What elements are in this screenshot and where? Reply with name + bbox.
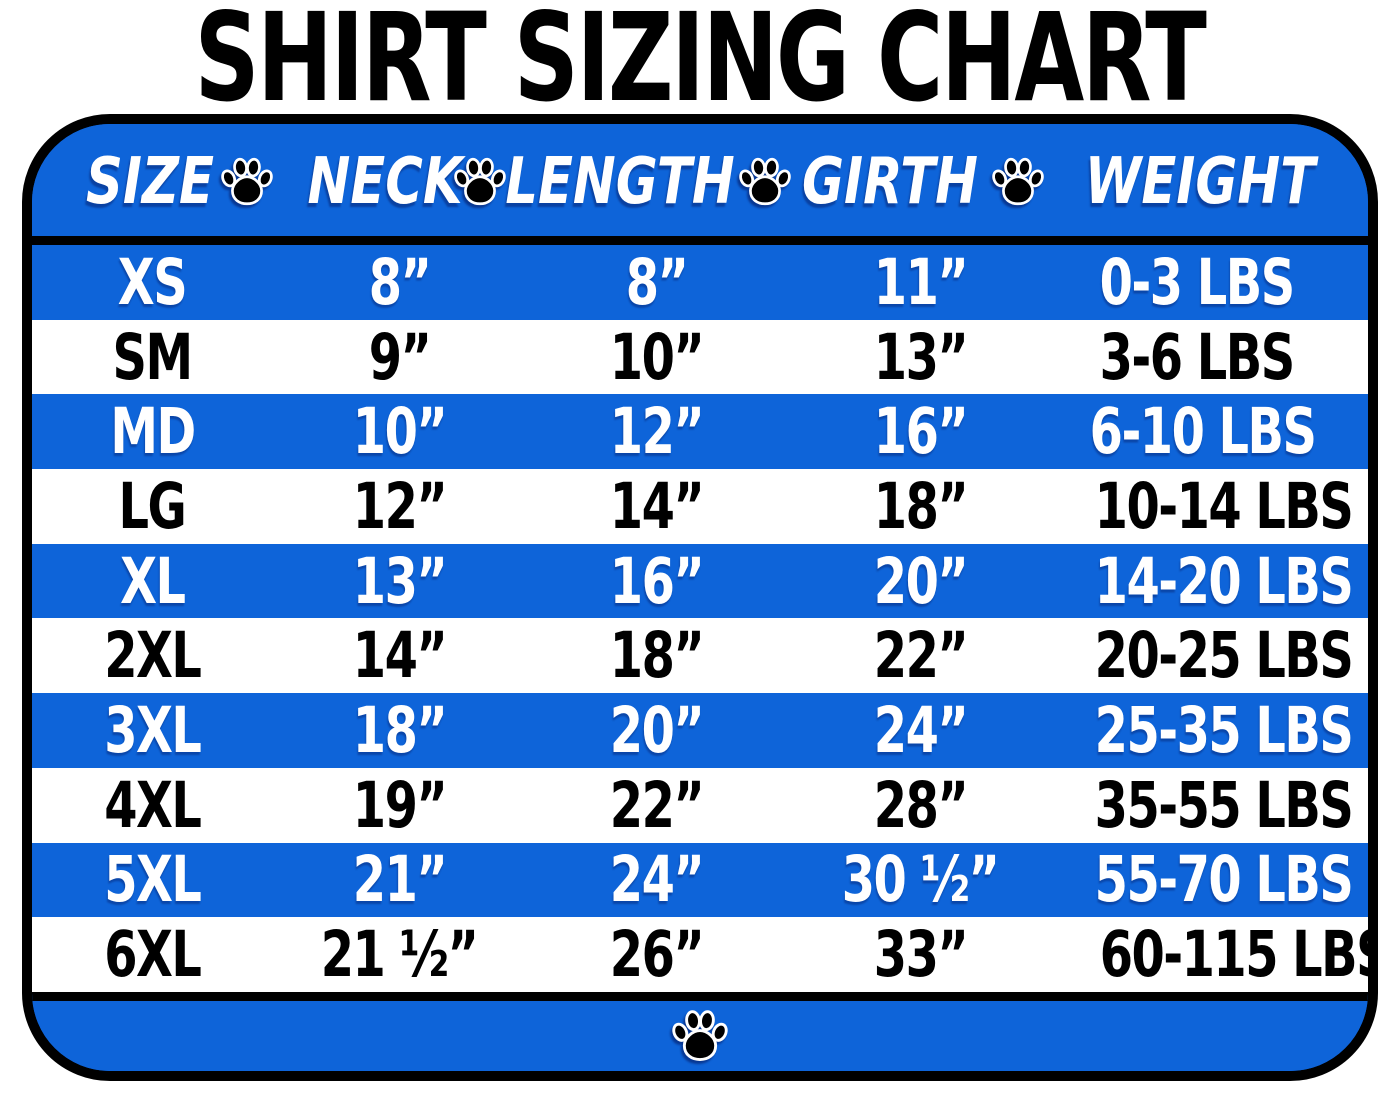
weight-cell: 35-55 LBS xyxy=(1094,768,1354,842)
size-cell: 6XL xyxy=(104,918,202,992)
neck-cell: 10” xyxy=(352,395,448,469)
size-cell: 5XL xyxy=(104,843,202,917)
neck-cell: 9” xyxy=(368,320,432,394)
table-row: MD 10” 12” 16” 6-10 LBS xyxy=(32,394,1368,470)
weight-cell: 55-70 LBS xyxy=(1094,843,1354,917)
paw-icon xyxy=(671,1001,729,1067)
weight-cell: 6-10 LBS xyxy=(1089,395,1317,469)
footer-divider-line xyxy=(32,991,1368,1001)
paw-icon xyxy=(220,151,274,209)
neck-cell: 14” xyxy=(352,619,448,693)
table-row: 5XL 21” 24” 30 ½” 55-70 LBS xyxy=(32,842,1368,918)
page-title: SHIRT SIZING CHART xyxy=(0,0,1400,129)
weight-cell: 14-20 LBS xyxy=(1094,544,1354,618)
weight-cell: 60-115 LBS xyxy=(1099,918,1378,992)
table-row: 4XL 19” 22” 28” 35-55 LBS xyxy=(32,767,1368,843)
girth-cell: 24” xyxy=(873,693,969,767)
paw-icon xyxy=(991,151,1045,209)
weight-cell: 10-14 LBS xyxy=(1094,469,1354,543)
size-cell: 4XL xyxy=(104,768,202,842)
table-row: XL 13” 16” 20” 14-20 LBS xyxy=(32,543,1368,619)
girth-cell: 30 ½” xyxy=(842,843,1000,917)
column-header-girth: GIRTH xyxy=(801,145,978,220)
length-cell: 26” xyxy=(609,918,705,992)
size-cell: SM xyxy=(112,320,194,394)
table-row: 6XL 21 ½” 26” 33” 60-115 LBS xyxy=(32,917,1368,992)
column-header-size: SIZE xyxy=(85,145,214,220)
length-cell: 20” xyxy=(609,693,705,767)
weight-cell: 0-3 LBS xyxy=(1099,245,1296,319)
table-row: SM 9” 10” 13” 3-6 LBS xyxy=(32,319,1368,395)
size-cell: MD xyxy=(110,395,196,469)
size-cell: LG xyxy=(118,469,187,543)
neck-cell: 8” xyxy=(368,245,432,319)
length-cell: 18” xyxy=(609,619,705,693)
neck-cell: 12” xyxy=(352,469,448,543)
neck-cell: 18” xyxy=(352,693,448,767)
length-cell: 24” xyxy=(609,843,705,917)
table-row: LG 12” 14” 18” 10-14 LBS xyxy=(32,469,1368,544)
table-header-row: SIZE NECK LENGTH GIRTH WEIGHT xyxy=(32,124,1368,236)
length-cell: 14” xyxy=(609,469,705,543)
length-cell: 8” xyxy=(625,245,689,319)
size-cell: XL xyxy=(120,544,186,618)
length-cell: 16” xyxy=(609,544,705,618)
weight-cell: 20-25 LBS xyxy=(1094,619,1354,693)
neck-cell: 13” xyxy=(352,544,448,618)
neck-cell: 21 ½” xyxy=(321,918,479,992)
neck-cell: 19” xyxy=(352,768,448,842)
page-title-text: SHIRT SIZING CHART xyxy=(194,0,1207,129)
girth-cell: 16” xyxy=(873,395,969,469)
length-cell: 12” xyxy=(609,395,705,469)
girth-cell: 13” xyxy=(873,320,969,394)
paw-icon xyxy=(738,151,792,209)
column-header-weight: WEIGHT xyxy=(1084,145,1315,220)
table-row: 3XL 18” 20” 24” 25-35 LBS xyxy=(32,693,1368,768)
girth-cell: 20” xyxy=(873,544,969,618)
length-cell: 22” xyxy=(609,768,705,842)
girth-cell: 28” xyxy=(873,768,969,842)
neck-cell: 21” xyxy=(352,843,448,917)
header-divider-line xyxy=(32,236,1368,245)
size-cell: 2XL xyxy=(104,619,202,693)
table-row: 2XL 14” 18” 22” 20-25 LBS xyxy=(32,618,1368,694)
girth-cell: 33” xyxy=(873,918,969,992)
column-header-length: LENGTH xyxy=(505,145,735,220)
weight-cell: 25-35 LBS xyxy=(1094,693,1354,767)
girth-cell: 18” xyxy=(873,469,969,543)
table-row: XS 8” 8” 11” 0-3 LBS xyxy=(32,245,1368,320)
paw-icon xyxy=(453,151,507,209)
size-cell: 3XL xyxy=(104,693,202,767)
footer-band xyxy=(32,1000,1368,1071)
girth-cell: 11” xyxy=(873,245,969,319)
column-header-neck: NECK xyxy=(307,145,463,220)
length-cell: 10” xyxy=(609,320,705,394)
girth-cell: 22” xyxy=(873,619,969,693)
sizing-chart-panel: SIZE NECK LENGTH GIRTH WEIGHT XS 8” 8” 1… xyxy=(22,114,1378,1081)
size-cell: XS xyxy=(118,245,188,319)
weight-cell: 3-6 LBS xyxy=(1099,320,1296,394)
